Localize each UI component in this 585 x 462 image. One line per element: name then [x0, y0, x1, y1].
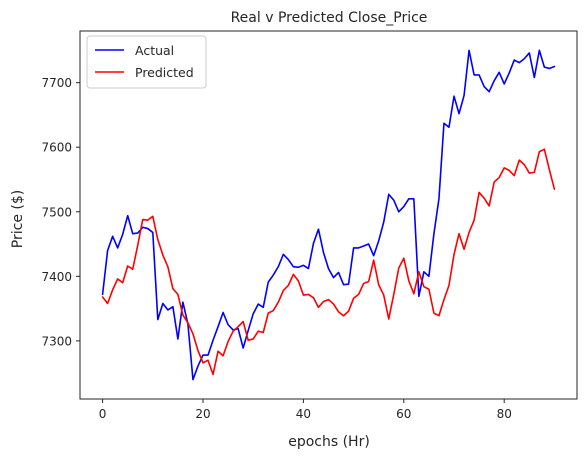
legend: Actual Predicted	[86, 35, 207, 89]
x-axis-ticks: 0 20 40 60 80	[99, 399, 512, 421]
y-axis-label: Price ($)	[10, 190, 26, 248]
y-tick-label: 7400	[41, 270, 72, 284]
x-tick-label: 20	[195, 407, 210, 421]
x-tick-label: 60	[396, 407, 411, 421]
plot-area	[101, 49, 556, 381]
legend-box	[86, 35, 207, 89]
x-tick-label: 0	[99, 407, 107, 421]
legend-label-actual: Actual	[135, 43, 174, 58]
y-tick-label: 7600	[41, 141, 72, 155]
legend-label-predicted: Predicted	[135, 65, 194, 80]
chart-title: Real v Predicted Close_Price	[231, 10, 428, 26]
y-tick-label: 7300	[41, 334, 72, 348]
plot-frame	[79, 30, 578, 400]
x-tick-label: 80	[497, 407, 512, 421]
x-axis-label: epochs (Hr)	[288, 434, 370, 450]
actual-series-line	[101, 49, 556, 381]
y-tick-label: 7700	[41, 76, 72, 90]
y-tick-label: 7500	[41, 205, 72, 219]
x-tick-label: 40	[296, 407, 311, 421]
y-axis-ticks: 7300 7400 7500 7600 7700	[41, 76, 80, 348]
predicted-series-line	[101, 148, 556, 376]
